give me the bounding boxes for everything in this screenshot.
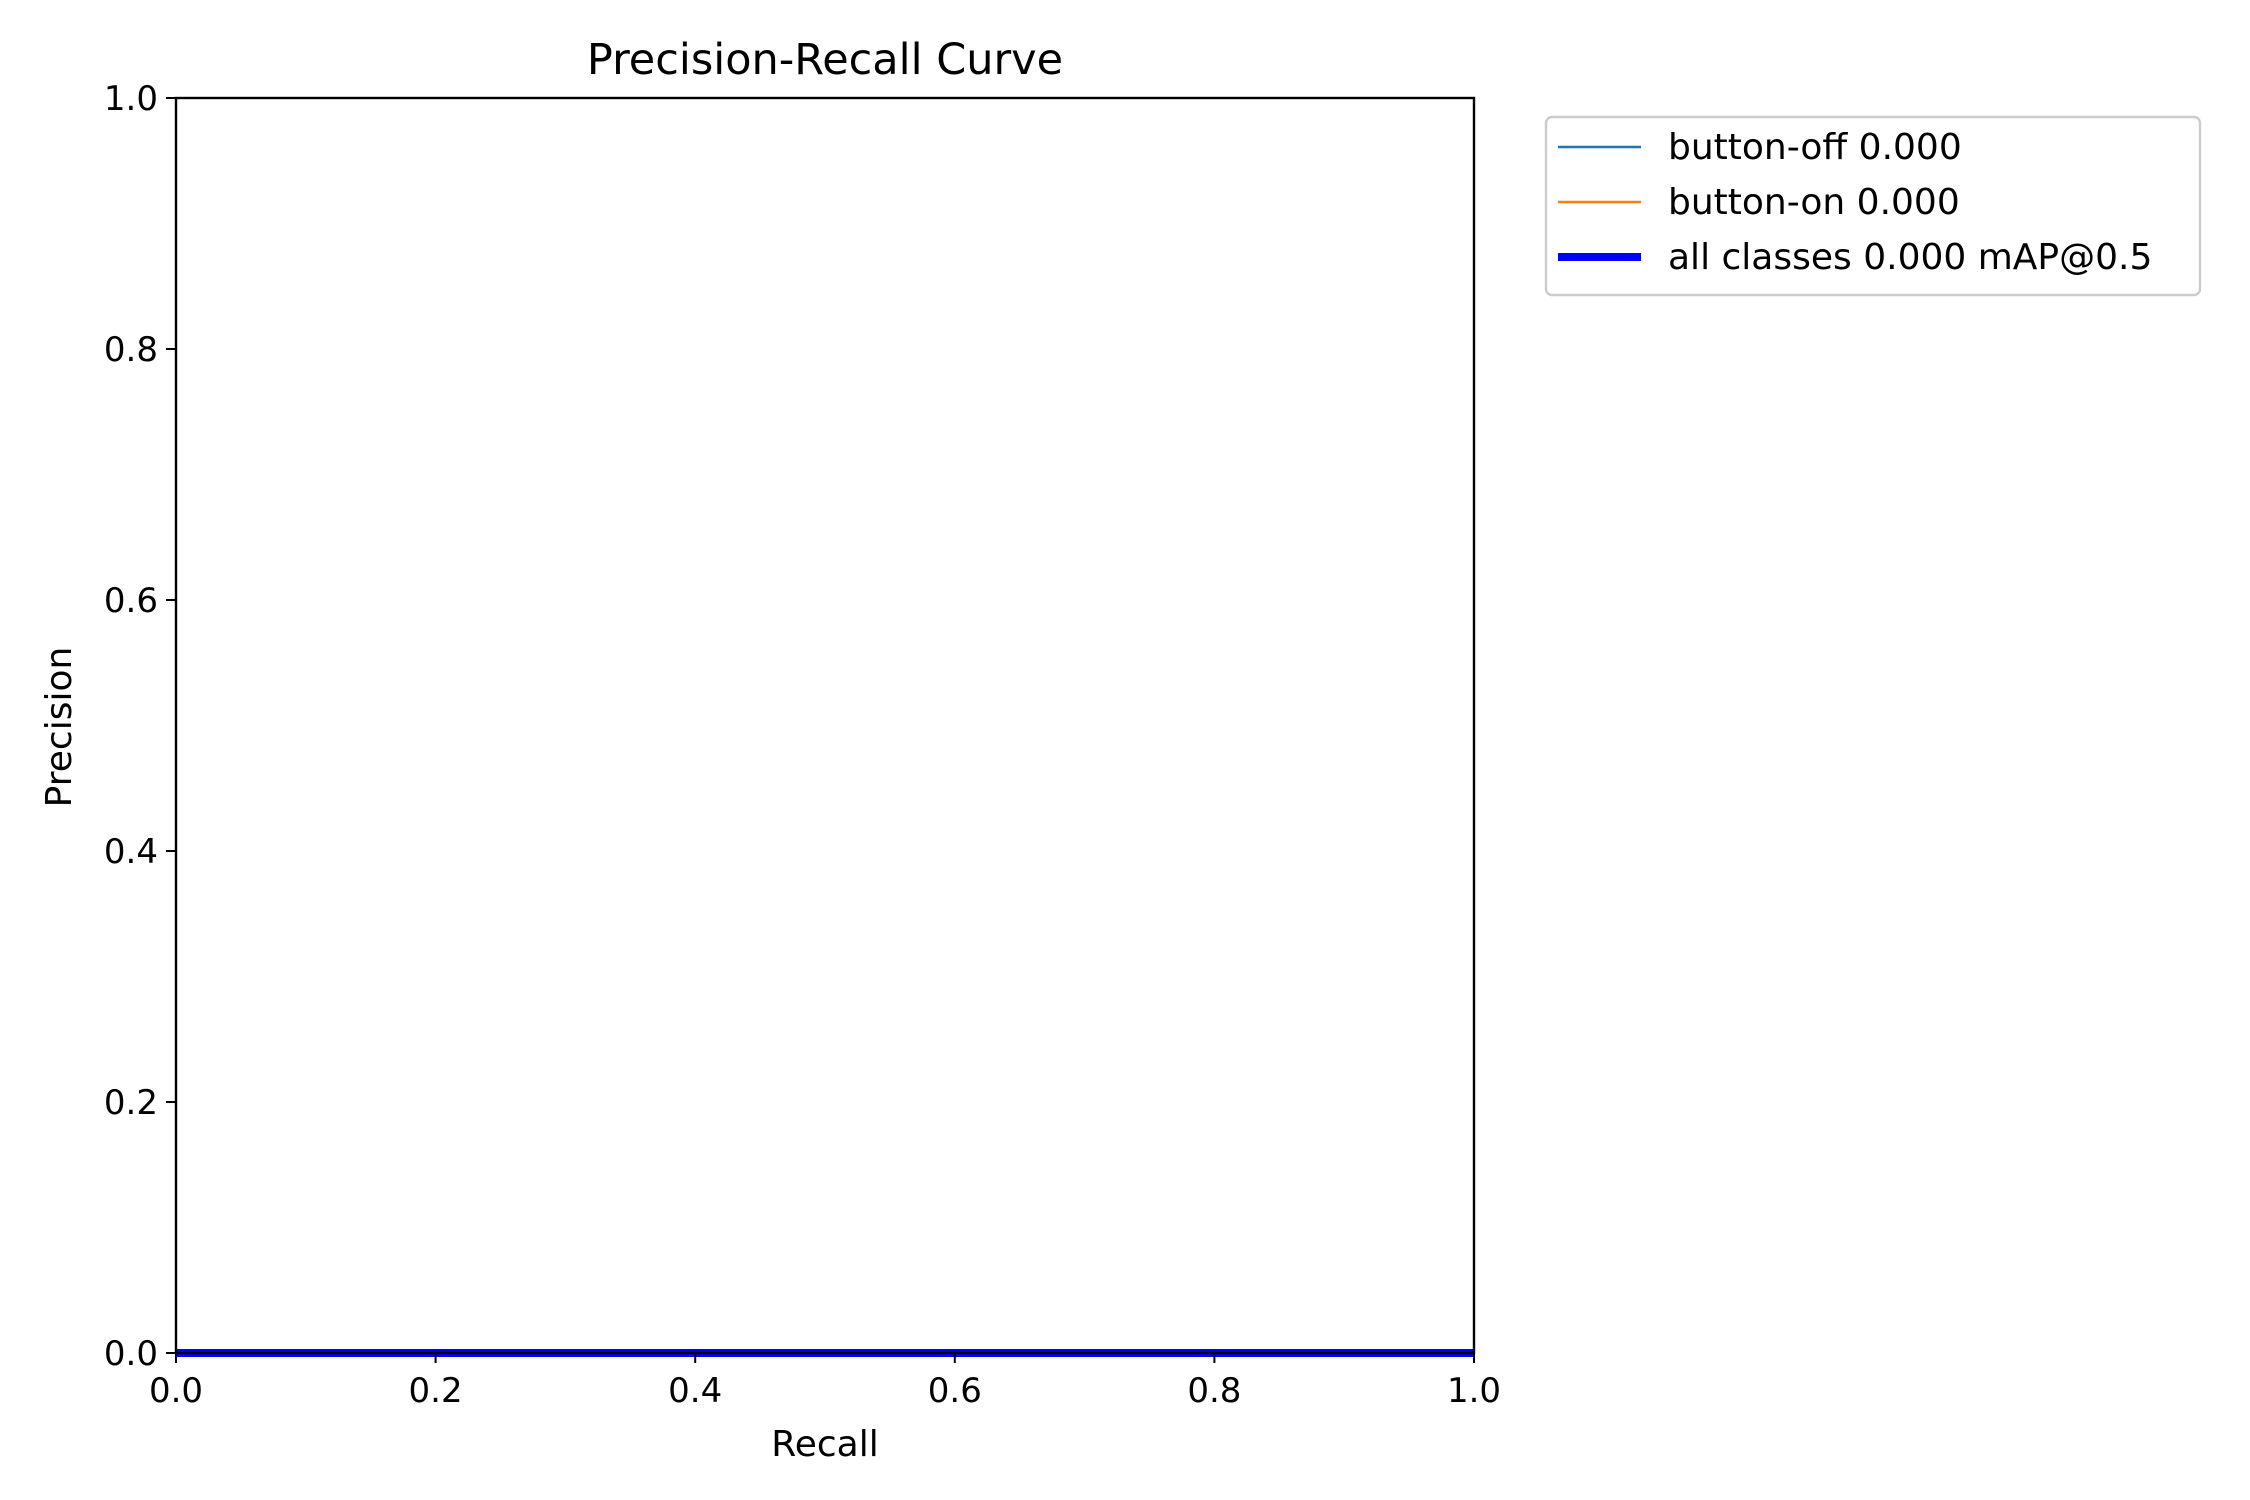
y-tick-label: 0.2 [104,1083,158,1123]
y-axis-label: Precision [39,647,80,808]
x-tick-label: 0.0 [149,1371,203,1411]
x-axis-label: Recall [771,1424,878,1465]
y-tick-label: 0.6 [104,581,158,621]
y-tick-label: 0.0 [104,1334,158,1374]
axes-frame [174,96,1476,1355]
legend: button-off 0.000 button-on 0.000 all class… [1544,115,2202,297]
chart-title: Precision-Recall Curve [587,35,1063,85]
y-tick-label: 1.0 [104,79,158,119]
x-tick-label: 0.8 [1187,1371,1241,1411]
legend-box [1544,115,2202,297]
x-tick-label: 1.0 [1447,1371,1501,1411]
y-tick-label: 0.8 [104,330,158,370]
legend-label: all classes 0.000 mAP@0.5 [1668,237,2152,278]
x-axis-ticks: 0.0 0.2 0.4 0.6 0.8 1.0 [149,1353,1501,1411]
legend-label: button-off 0.000 [1668,127,1962,168]
legend-label: button-on 0.000 [1668,182,1960,223]
x-tick-label: 0.6 [928,1371,982,1411]
x-tick-label: 0.2 [409,1371,463,1411]
plot-area [176,98,1474,1353]
y-axis-ticks: 0.0 0.2 0.4 0.6 0.8 1.0 [104,79,176,1374]
legend-items: button-off 0.000 button-on 0.000 all class… [1558,127,2152,278]
y-tick-label: 0.4 [104,832,158,872]
x-tick-label: 0.4 [668,1371,722,1411]
